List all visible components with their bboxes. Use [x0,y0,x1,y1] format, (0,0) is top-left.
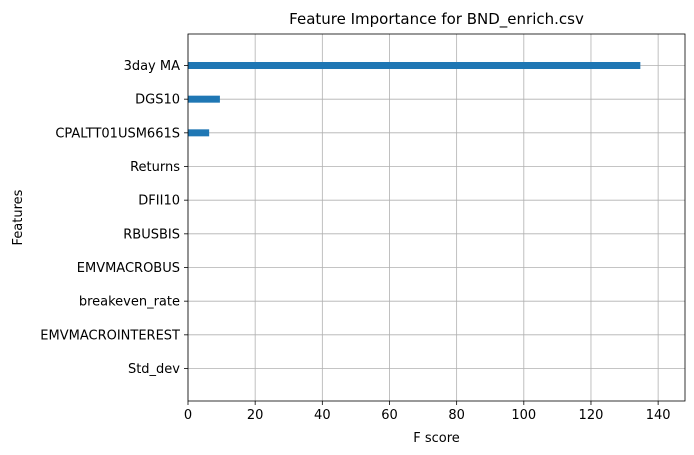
y-tick-label: 3day MA [124,59,181,74]
y-tick-label: breakeven_rate [79,295,180,310]
axes: 0 20 40 60 80 100 120 140 3day MA DGS10 CPALTT01US… [40,33,686,423]
x-tick-label: 60 [381,408,398,423]
plot-frame [187,33,686,402]
bar [188,62,641,69]
x-tick-label: 40 [314,408,331,423]
bars [188,62,641,137]
y-tick-label: Std_dev [128,362,180,377]
x-tick-label: 100 [511,408,536,423]
x-tick-label: 140 [646,408,671,423]
chart-title: Feature Importance for BND_enrich.csv [289,10,584,29]
bar [188,95,220,103]
bar [188,129,210,137]
x-tick-label: 20 [247,408,264,423]
y-tick-label: CPALTT01USM661S [55,126,180,141]
y-tick-label: EMVMACROINTEREST [40,328,180,343]
y-tick-label: Returns [130,160,180,175]
y-tick-label: RBUSBIS [123,227,180,242]
grid-lines [187,34,685,401]
x-tick-label: 80 [448,408,465,423]
y-tick-label: DFII10 [138,194,180,209]
y-tick-label: DGS10 [135,93,180,108]
x-tick-label: 120 [579,408,604,423]
x-tick-label: 0 [184,408,192,423]
y-tick-label: EMVMACROBUS [77,261,180,276]
y-axis-label: Features [11,189,26,245]
x-axis-label: F score [413,431,460,446]
